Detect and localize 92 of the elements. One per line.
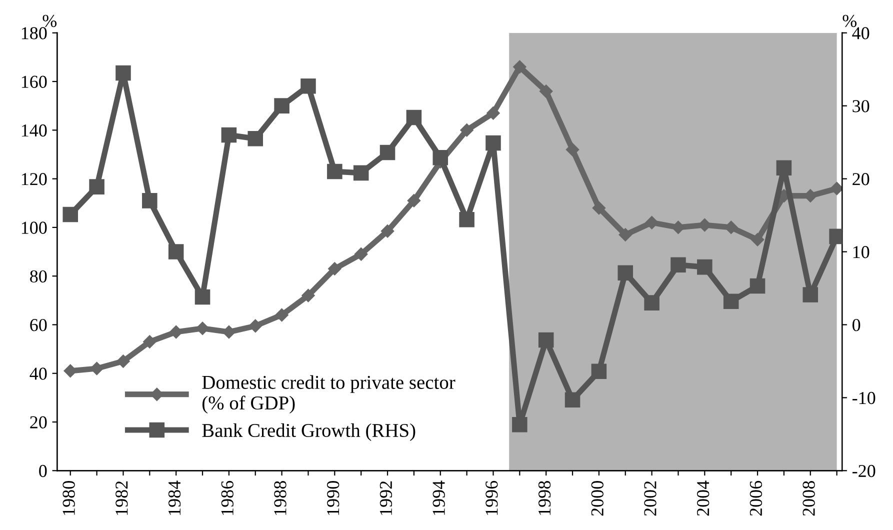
point [354,248,368,261]
point [62,206,78,222]
point [248,131,264,146]
point [302,288,315,302]
point [750,233,764,246]
point [538,332,554,348]
x-tick-label: 1984 [168,480,181,515]
y2-tick-label: -20 [852,464,876,478]
y-tick-label: 140 [22,124,47,137]
point [750,278,766,294]
legend-label: Bank Credit Growth (RHS) [202,423,416,441]
y2-tick-label: 20 [852,173,870,186]
y-axis-title: % [42,14,57,28]
point [802,287,818,302]
point [592,201,606,215]
point [194,289,210,305]
y2-axis-title: % [842,14,857,28]
point [697,259,712,275]
x-tick-label: 2006 [750,480,762,516]
y-tick-label: 120 [22,173,47,186]
point [116,65,131,81]
y2-tick-label: -10 [852,392,876,404]
point [566,143,580,156]
y2-tick-label: 0 [852,318,860,332]
point [776,160,792,176]
x-tick-label: 1996 [486,480,498,515]
point [618,228,632,242]
y-tick-label: 40 [30,368,47,380]
y-tick-label: 180 [22,27,47,40]
point [142,193,158,208]
x-tick-label: 2002 [644,481,656,516]
point [512,417,528,432]
x-tick-label: 1980 [62,481,75,515]
point [380,144,396,160]
y-tick-label: 160 [22,76,47,88]
point [196,322,210,335]
point [460,124,474,137]
point [724,220,738,234]
y2-tick-label: 10 [853,246,870,258]
legend-label: Domestic credit to private sector (% of GDP) [202,375,456,414]
point [830,182,842,196]
point [698,218,712,232]
point [513,60,526,74]
point [328,262,342,276]
point [380,224,394,238]
x-tick-label: 1998 [538,481,551,515]
y2-tick-label: 40 [852,27,870,40]
point [300,78,316,94]
point [221,127,237,143]
point [406,110,422,126]
point [618,265,634,281]
point [486,135,501,151]
x-tick-label: 1992 [380,481,392,515]
point [90,362,104,376]
point [222,325,236,339]
point [672,220,685,234]
point [540,84,553,98]
y2-tick-label: 30 [852,100,870,112]
x-tick-label: 2008 [802,481,815,516]
point [274,98,290,114]
point [723,294,739,310]
x-tick-label: 2004 [697,480,710,516]
y-tick-label: 100 [22,222,47,234]
point [64,364,77,378]
point [89,179,104,194]
point [644,295,660,310]
point [168,244,184,260]
point [459,212,474,228]
point [591,364,607,380]
y-tick-label: 60 [30,318,47,332]
point [670,257,686,273]
point [645,216,658,230]
y-tick-label: 0 [39,464,47,478]
point [116,354,130,368]
x-tick-label: 1988 [274,481,286,515]
point [432,150,448,166]
point [248,319,262,333]
x-tick-label: 1990 [326,481,340,515]
point [407,194,421,208]
point [275,308,288,322]
point [486,106,500,120]
x-tick-label: 2000 [591,481,604,516]
x-tick-label: 1994 [432,480,445,515]
x-tick-label: 1986 [221,480,234,515]
point [564,392,580,408]
point [353,165,369,181]
x-tick-label: 1982 [116,481,128,515]
point [169,325,183,339]
point [143,335,156,348]
y-tick-label: 80 [30,270,47,283]
y-tick-label: 20 [30,416,47,428]
point [327,164,342,180]
